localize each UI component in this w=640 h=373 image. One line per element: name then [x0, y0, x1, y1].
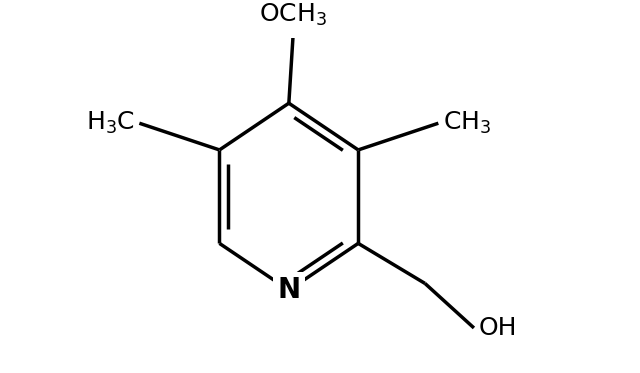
- Text: H$_3$C: H$_3$C: [86, 110, 135, 136]
- Text: CH$_3$: CH$_3$: [443, 110, 491, 136]
- Text: OCH$_3$: OCH$_3$: [259, 1, 327, 28]
- Text: OH: OH: [478, 316, 517, 340]
- Text: N: N: [277, 276, 300, 304]
